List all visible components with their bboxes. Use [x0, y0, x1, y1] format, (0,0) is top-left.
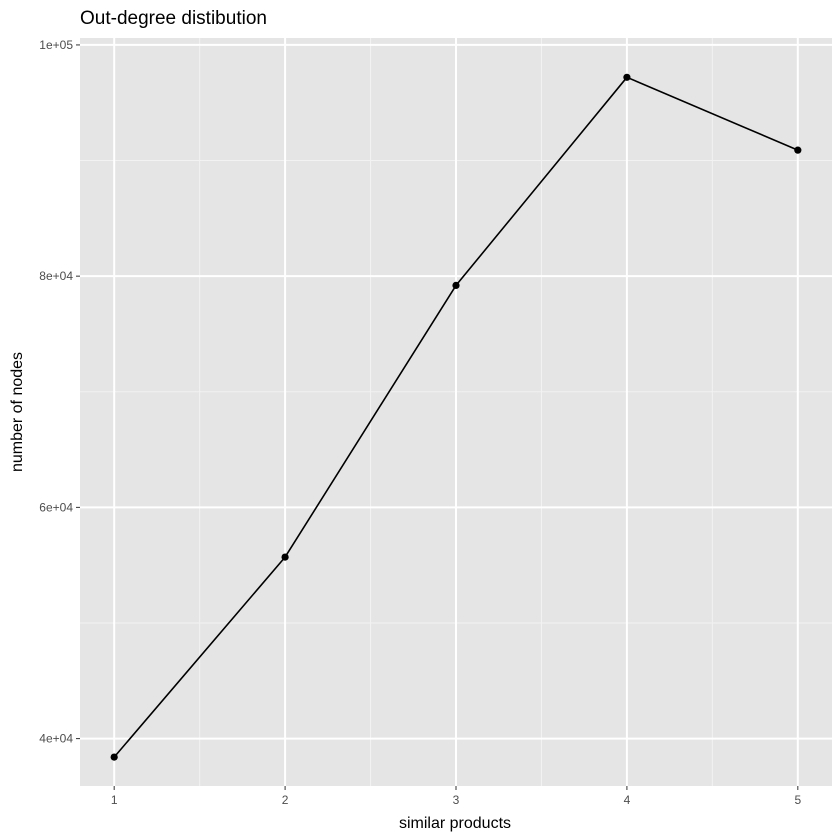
- x-tick-label: 2: [282, 793, 289, 807]
- y-tick-label: 1e+05: [39, 38, 73, 52]
- x-tick-label: 4: [624, 793, 631, 807]
- x-tick-label: 3: [453, 793, 460, 807]
- y-tick-label: 6e+04: [39, 500, 73, 514]
- y-axis-title: number of nodes: [9, 352, 26, 472]
- chart-title: Out-degree distibution: [80, 8, 267, 29]
- grid-major: [80, 38, 832, 786]
- y-tick-label: 8e+04: [39, 269, 73, 283]
- data-point: [452, 281, 460, 290]
- x-axis-title: similar products: [399, 815, 511, 832]
- data-point: [794, 146, 802, 154]
- series-layer: [110, 73, 802, 761]
- data-point: [623, 73, 631, 81]
- x-axis: 1 2 3 4 5: [111, 786, 801, 807]
- x-tick-label: 1: [111, 793, 118, 807]
- data-point: [110, 753, 118, 761]
- data-point: [281, 553, 289, 561]
- x-tick-label: 5: [794, 793, 801, 807]
- y-tick-label: 4e+04: [39, 732, 73, 746]
- y-axis: 4e+04 6e+04 8e+04 1e+05: [39, 38, 80, 746]
